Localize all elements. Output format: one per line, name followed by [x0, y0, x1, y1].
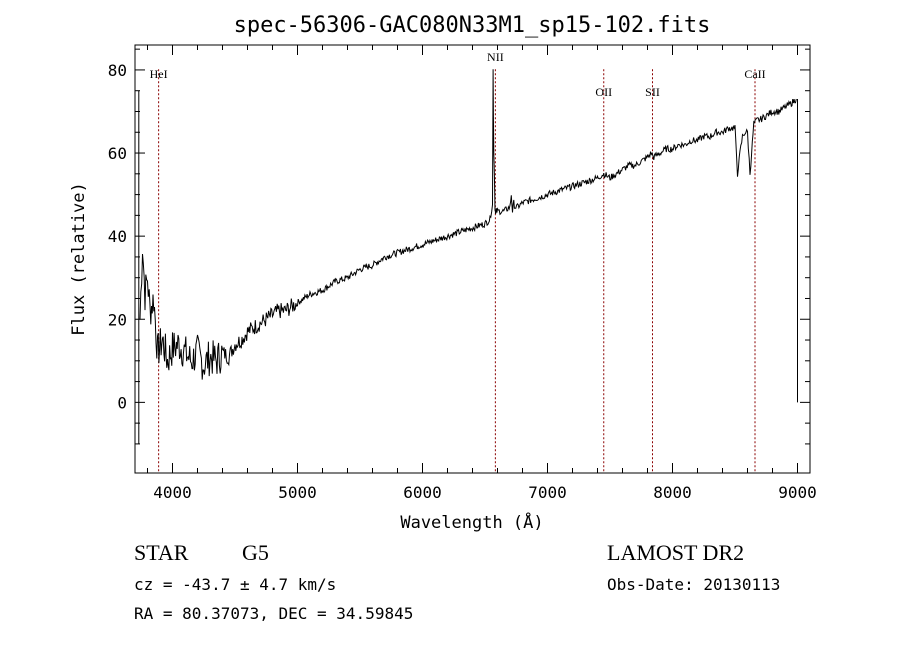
line-marker-label: NII [487, 50, 504, 64]
x-tick-label: 6000 [403, 483, 442, 502]
x-tick-label: 5000 [278, 483, 317, 502]
line-marker-label: HeI [150, 67, 168, 81]
line-marker-label: SII [645, 85, 660, 99]
y-tick-label: 40 [108, 227, 127, 246]
x-axis-label: Wavelength (Å) [400, 511, 543, 533]
y-tick-label: 20 [108, 310, 127, 329]
y-tick-label: 0 [117, 393, 127, 412]
obs-date: Obs-Date: 20130113 [607, 575, 781, 594]
y-tick-label: 80 [108, 61, 127, 80]
line-marker-label: OII [595, 85, 612, 99]
coordinates: RA = 80.37073, DEC = 34.59845 [134, 604, 414, 623]
line-markers: HeI NII OII SII CaII [150, 50, 766, 473]
velocity-readout: cz = -43.7 ± 4.7 km/s [134, 575, 337, 594]
axis-ticks: 4000 5000 6000 7000 8000 9000 0 20 40 60 80 [108, 45, 817, 502]
line-marker-label: CaII [744, 67, 765, 81]
x-tick-label: 9000 [778, 483, 817, 502]
x-tick-label: 4000 [153, 483, 192, 502]
plot-frame [134, 44, 811, 474]
y-axis-label: Flux (relative) [69, 182, 89, 336]
subclass: G5 [242, 540, 269, 565]
y-tick-label: 60 [108, 144, 127, 163]
x-tick-label: 7000 [528, 483, 567, 502]
survey-name: LAMOST DR2 [607, 540, 745, 565]
object-type: STAR [134, 540, 189, 565]
spectrum-line [138, 69, 798, 444]
chart-title: spec-56306-GAC080N33M1_sp15-102.fits [234, 13, 711, 38]
x-tick-label: 8000 [653, 483, 692, 502]
